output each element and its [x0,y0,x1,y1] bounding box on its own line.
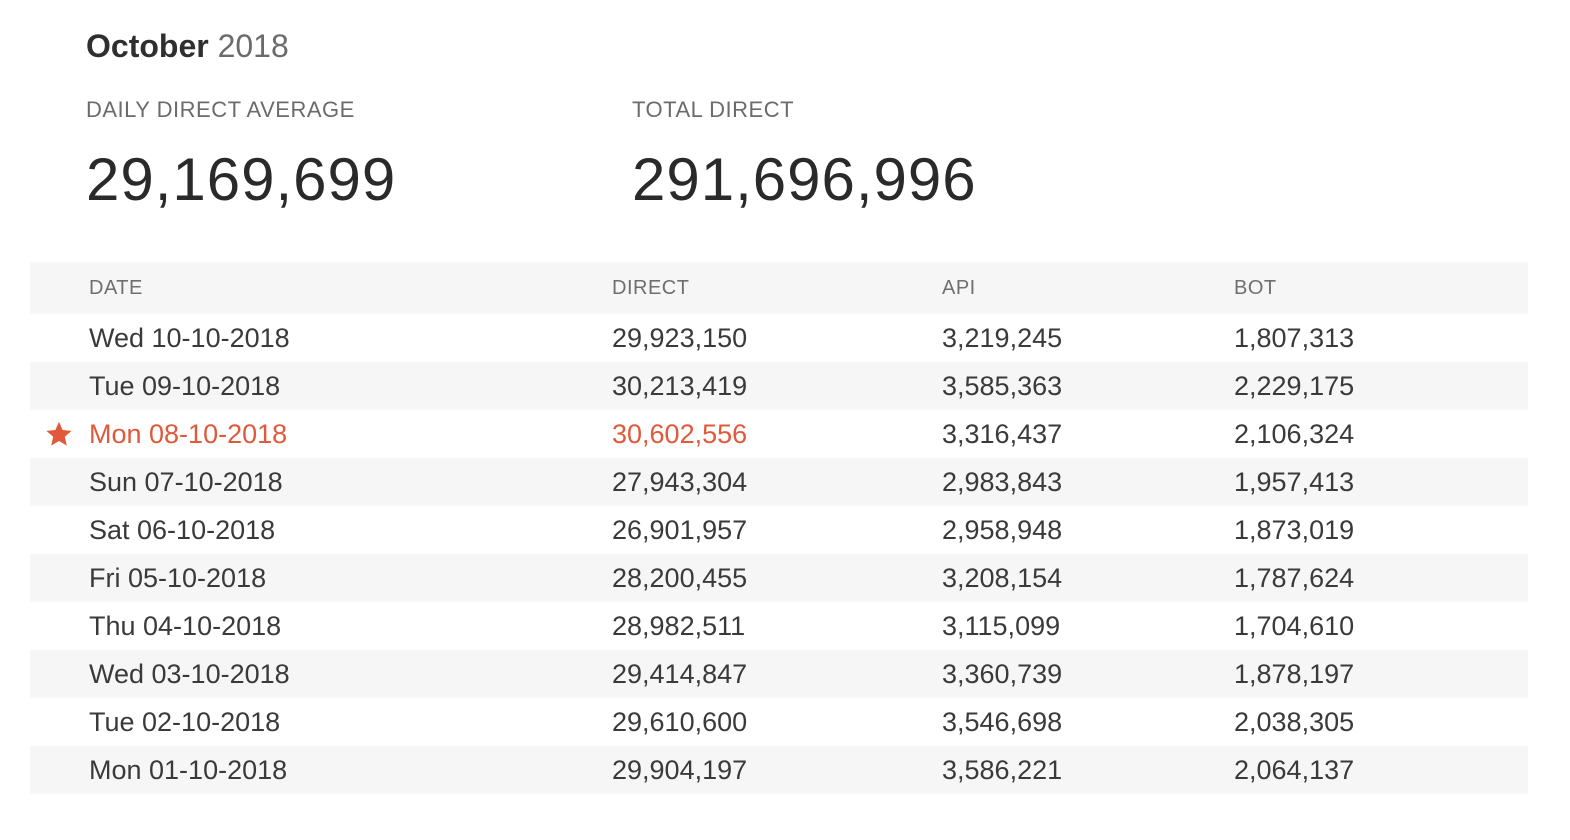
cell-api: 3,208,154 [942,562,1063,593]
table-row: Wed 10-10-2018 29,923,150 3,219,245 1,80… [30,314,1528,362]
cell-direct: 29,610,600 [612,706,748,737]
cell-api: 3,115,099 [942,610,1061,641]
table-row: Thu 04-10-2018 28,982,511 3,115,099 1,70… [30,602,1528,650]
cell-date: Sun 07-10-2018 [89,466,283,497]
table-row: Tue 02-10-2018 29,610,600 3,546,698 2,03… [30,698,1528,746]
cell-api: 2,983,843 [942,466,1063,497]
cell-api: 3,219,245 [942,322,1063,353]
table-row: Fri 05-10-2018 28,200,455 3,208,154 1,78… [30,554,1528,602]
cell-date: Thu 04-10-2018 [89,610,282,641]
daily-stats-table: DATE DIRECT API BOT Wed 10-10-2018 29,92… [30,262,1528,794]
star-icon [46,421,72,446]
cell-bot: 2,038,305 [1234,706,1355,737]
cell-direct: 29,904,197 [612,754,748,785]
cell-direct: 26,901,957 [612,514,748,545]
cell-api: 3,546,698 [942,706,1063,737]
cell-bot: 1,873,019 [1234,514,1355,545]
cell-bot: 1,704,610 [1234,610,1355,641]
table-body: Wed 10-10-2018 29,923,150 3,219,245 1,80… [30,314,1528,794]
total-direct-value: 291,696,996 [632,146,977,213]
cell-bot: 2,064,137 [1234,754,1355,785]
cell-api: 3,316,437 [942,418,1063,449]
table-row-highlighted: Mon 08-10-2018 30,602,556 3,316,437 2,10… [30,410,1528,458]
cell-date: Wed 03-10-2018 [89,658,290,689]
cell-direct: 28,982,511 [612,610,746,641]
daily-direct-average-label: DAILY DIRECT AVERAGE [86,97,355,122]
total-direct-stat: TOTAL DIRECT 291,696,996 [632,96,977,216]
total-direct-label: TOTAL DIRECT [632,97,795,122]
column-header-direct[interactable]: DIRECT [612,276,690,299]
cell-direct: 29,923,150 [612,322,748,353]
cell-bot: 1,807,313 [1234,322,1355,353]
cell-api: 3,586,221 [942,754,1063,785]
daily-direct-average-value: 29,169,699 [86,146,397,213]
column-header-api[interactable]: API [942,276,976,299]
cell-bot: 2,106,324 [1234,418,1355,449]
page-title: October 2018 [86,26,289,66]
column-header-bot[interactable]: BOT [1234,276,1277,299]
table-row: Sun 07-10-2018 27,943,304 2,983,843 1,95… [30,458,1528,506]
cell-bot: 1,787,624 [1234,562,1355,593]
table-row: Tue 09-10-2018 30,213,419 3,585,363 2,22… [30,362,1528,410]
cell-date: Fri 05-10-2018 [89,562,267,593]
title-year: 2018 [217,28,289,64]
cell-date: Tue 09-10-2018 [89,370,281,401]
cell-direct: 28,200,455 [612,562,748,593]
cell-date: Tue 02-10-2018 [89,706,281,737]
cell-api: 3,360,739 [942,658,1063,689]
cell-bot: 1,878,197 [1234,658,1355,689]
cell-direct: 30,602,556 [612,418,748,449]
table-row: Sat 06-10-2018 26,901,957 2,958,948 1,87… [30,506,1528,554]
table-row: Mon 01-10-2018 29,904,197 3,586,221 2,06… [30,746,1528,794]
cell-direct: 27,943,304 [612,466,748,497]
cell-direct: 29,414,847 [612,658,748,689]
table-row: Wed 03-10-2018 29,414,847 3,360,739 1,87… [30,650,1528,698]
cell-api: 3,585,363 [942,370,1063,401]
cell-date: Mon 08-10-2018 [89,418,288,449]
daily-direct-average-stat: DAILY DIRECT AVERAGE 29,169,699 [86,96,396,216]
table-header: DATE DIRECT API BOT [30,262,1528,314]
cell-bot: 2,229,175 [1234,370,1355,401]
cell-date: Sat 06-10-2018 [89,514,276,545]
column-header-date[interactable]: DATE [89,276,143,299]
cell-direct: 30,213,419 [612,370,748,401]
cell-api: 2,958,948 [942,514,1063,545]
cell-date: Mon 01-10-2018 [89,754,288,785]
cell-bot: 1,957,413 [1234,466,1355,497]
title-month: October [86,28,209,64]
cell-date: Wed 10-10-2018 [89,322,290,353]
